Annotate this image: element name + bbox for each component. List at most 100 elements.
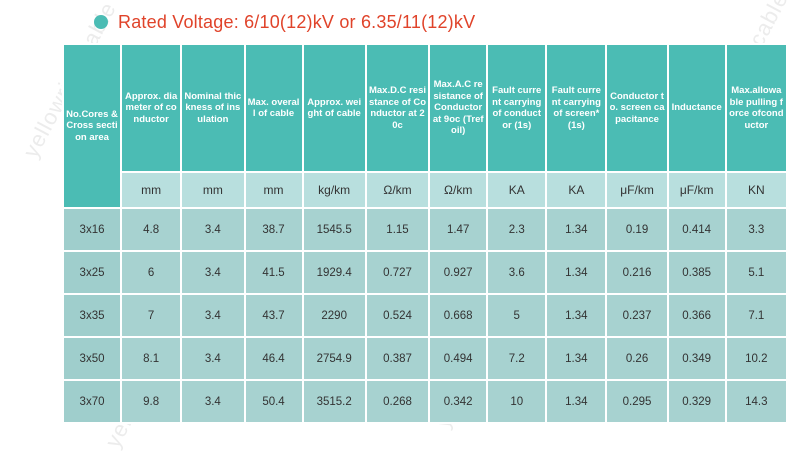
table-cell: 1929.4 bbox=[301, 250, 367, 295]
header-row: No.Cores & Cross section area Approx. dia… bbox=[61, 43, 789, 209]
table-cell: 0.237 bbox=[605, 293, 669, 338]
table-cell: 3.4 bbox=[180, 207, 246, 252]
column-header: Max.A.C resistance of Conductor at 9oc (… bbox=[428, 43, 489, 173]
table-cell: 0.414 bbox=[666, 207, 727, 252]
table-cell: 3.3 bbox=[724, 207, 789, 252]
column-header: Max. overall of cable bbox=[243, 43, 304, 173]
table-row: 3x35 7 3.4 43.7 2290 0.524 0.668 5 1.34 0.237 0.36… bbox=[61, 293, 789, 338]
unit-cell: μF/km bbox=[666, 171, 727, 209]
column-header-label: Max.A.C resistance of Conductor at 9oc (… bbox=[432, 79, 484, 137]
column-header-label: Fault current carrying of conductor (1s) bbox=[492, 85, 542, 131]
column-header: Approx. diameter of conductor bbox=[120, 43, 183, 173]
table-cell: 0.387 bbox=[364, 336, 431, 381]
table-cell: 10 bbox=[486, 379, 548, 424]
table-cell: 0.494 bbox=[428, 336, 489, 381]
column-header: Fault current carrying of conductor (1s) bbox=[486, 43, 548, 173]
table-cell: 3.4 bbox=[180, 379, 246, 424]
table-cell: 0.295 bbox=[605, 379, 669, 424]
table-cell: 50.4 bbox=[243, 379, 304, 424]
column-header: Nominal thickness of insulation bbox=[180, 43, 246, 173]
column-header: Max.D.C resistance of Conductor at 20c bbox=[364, 43, 431, 173]
table-cell: 7.2 bbox=[486, 336, 548, 381]
unit-cell: Ω/km bbox=[428, 171, 489, 209]
table-cell: 0.329 bbox=[666, 379, 727, 424]
column-header: Max.allowable pulling force ofconductor bbox=[724, 43, 789, 173]
table-cell: 6 bbox=[120, 250, 183, 295]
table-cell: 1.34 bbox=[545, 293, 608, 338]
row-label-cell: 3x50 bbox=[61, 336, 123, 381]
table-cell: 1.34 bbox=[545, 250, 608, 295]
table-cell: 5 bbox=[486, 293, 548, 338]
cable-spec-table: No.Cores & Cross section area Approx. dia… bbox=[61, 43, 789, 424]
table-cell: 5.1 bbox=[724, 250, 789, 295]
table-cell: 0.385 bbox=[666, 250, 727, 295]
unit-cell: mm bbox=[243, 171, 304, 209]
column-header-label: No.Cores & Cross section area bbox=[66, 108, 118, 143]
table-cell: 1545.5 bbox=[301, 207, 367, 252]
column-header-label: Max.allowable pulling force ofconductor bbox=[729, 85, 784, 131]
column-header-label: Conductor to. screen capacitance bbox=[609, 90, 665, 125]
row-label-cell: 3x35 bbox=[61, 293, 123, 338]
table-row: 3x25 6 3.4 41.5 1929.4 0.727 0.927 3.6 1.34 0.216… bbox=[61, 250, 789, 295]
table-cell: 0.349 bbox=[666, 336, 727, 381]
column-header: Fault current carrying of screen* (1s) bbox=[545, 43, 608, 173]
table-cell: 2290 bbox=[301, 293, 367, 338]
table-cell: 43.7 bbox=[243, 293, 304, 338]
table-cell: 3.6 bbox=[486, 250, 548, 295]
table-cell: 0.19 bbox=[605, 207, 669, 252]
table-cell: 2.3 bbox=[486, 207, 548, 252]
table-cell: 1.34 bbox=[545, 336, 608, 381]
bullet-dot-icon bbox=[94, 15, 108, 29]
table-cell: 0.668 bbox=[428, 293, 489, 338]
table-cell: 2754.9 bbox=[301, 336, 367, 381]
table-cell: 0.216 bbox=[605, 250, 669, 295]
table-row: 3x50 8.1 3.4 46.4 2754.9 0.387 0.494 7.2 1.34 0.2… bbox=[61, 336, 789, 381]
column-header-label: Nominal thickness of insulation bbox=[184, 90, 242, 125]
unit-cell: μF/km bbox=[605, 171, 669, 209]
column-header-label: Approx. diameter of conductor bbox=[124, 90, 178, 125]
table-cell: 8.1 bbox=[120, 336, 183, 381]
table-cell: 46.4 bbox=[243, 336, 304, 381]
table-cell: 0.927 bbox=[428, 250, 489, 295]
table-row: 3x16 4.8 3.4 38.7 1545.5 1.15 1.47 2.3 1.34 0.19 0… bbox=[61, 207, 789, 252]
table-cell: 3.4 bbox=[180, 293, 246, 338]
table-cell: 41.5 bbox=[243, 250, 304, 295]
column-header: Conductor to. screen capacitance bbox=[605, 43, 669, 173]
table-cell: 0.366 bbox=[666, 293, 727, 338]
table-row: 3x70 9.8 3.4 50.4 3515.2 0.268 0.342 10 1.34 0.29… bbox=[61, 379, 789, 424]
unit-cell: KN bbox=[724, 171, 789, 209]
table-cell: 9.8 bbox=[120, 379, 183, 424]
table-cell: 0.342 bbox=[428, 379, 489, 424]
table-cell: 0.524 bbox=[364, 293, 431, 338]
unit-cell: KA bbox=[486, 171, 548, 209]
table-cell: 0.727 bbox=[364, 250, 431, 295]
column-header: Inductance bbox=[666, 43, 727, 173]
column-header-label: Max. overall of cable bbox=[247, 96, 300, 120]
table-cell: 3.4 bbox=[180, 336, 246, 381]
page-title: Rated Voltage: 6/10(12)kV or 6.35/11(12)… bbox=[118, 11, 476, 32]
column-header-label: Approx. weight of cable bbox=[307, 96, 362, 120]
column-header-label: Inductance bbox=[671, 102, 722, 114]
unit-cell: KA bbox=[545, 171, 608, 209]
table-cell: 1.34 bbox=[545, 379, 608, 424]
table-cell: 4.8 bbox=[120, 207, 183, 252]
unit-row: mm mm mm kg/km Ω/km Ω/km KA KA μF/km μF/km KN bbox=[63, 171, 789, 209]
unit-cell: Ω/km bbox=[364, 171, 431, 209]
column-header: Approx. weight of cable bbox=[301, 43, 367, 173]
table-cell: 10.2 bbox=[724, 336, 789, 381]
column-header: No.Cores & Cross section area bbox=[61, 43, 123, 209]
table-cell: 14.3 bbox=[724, 379, 789, 424]
column-header-label: Max.D.C resistance of Conductor at 20c bbox=[368, 85, 427, 131]
table-cell: 0.26 bbox=[605, 336, 669, 381]
table-cell: 38.7 bbox=[243, 207, 304, 252]
table-cell: 1.15 bbox=[364, 207, 431, 252]
table-cell: 3.4 bbox=[180, 250, 246, 295]
row-label-cell: 3x25 bbox=[61, 250, 123, 295]
row-label-cell: 3x70 bbox=[61, 379, 123, 424]
unit-cell: mm bbox=[180, 171, 246, 209]
table-cell: 7.1 bbox=[724, 293, 789, 338]
column-header-label: Fault current carrying of screen* (1s) bbox=[551, 85, 601, 131]
title-row: Rated Voltage: 6/10(12)kV or 6.35/11(12)… bbox=[94, 9, 475, 35]
table-cell: 1.34 bbox=[545, 207, 608, 252]
unit-cell: mm bbox=[120, 171, 183, 209]
